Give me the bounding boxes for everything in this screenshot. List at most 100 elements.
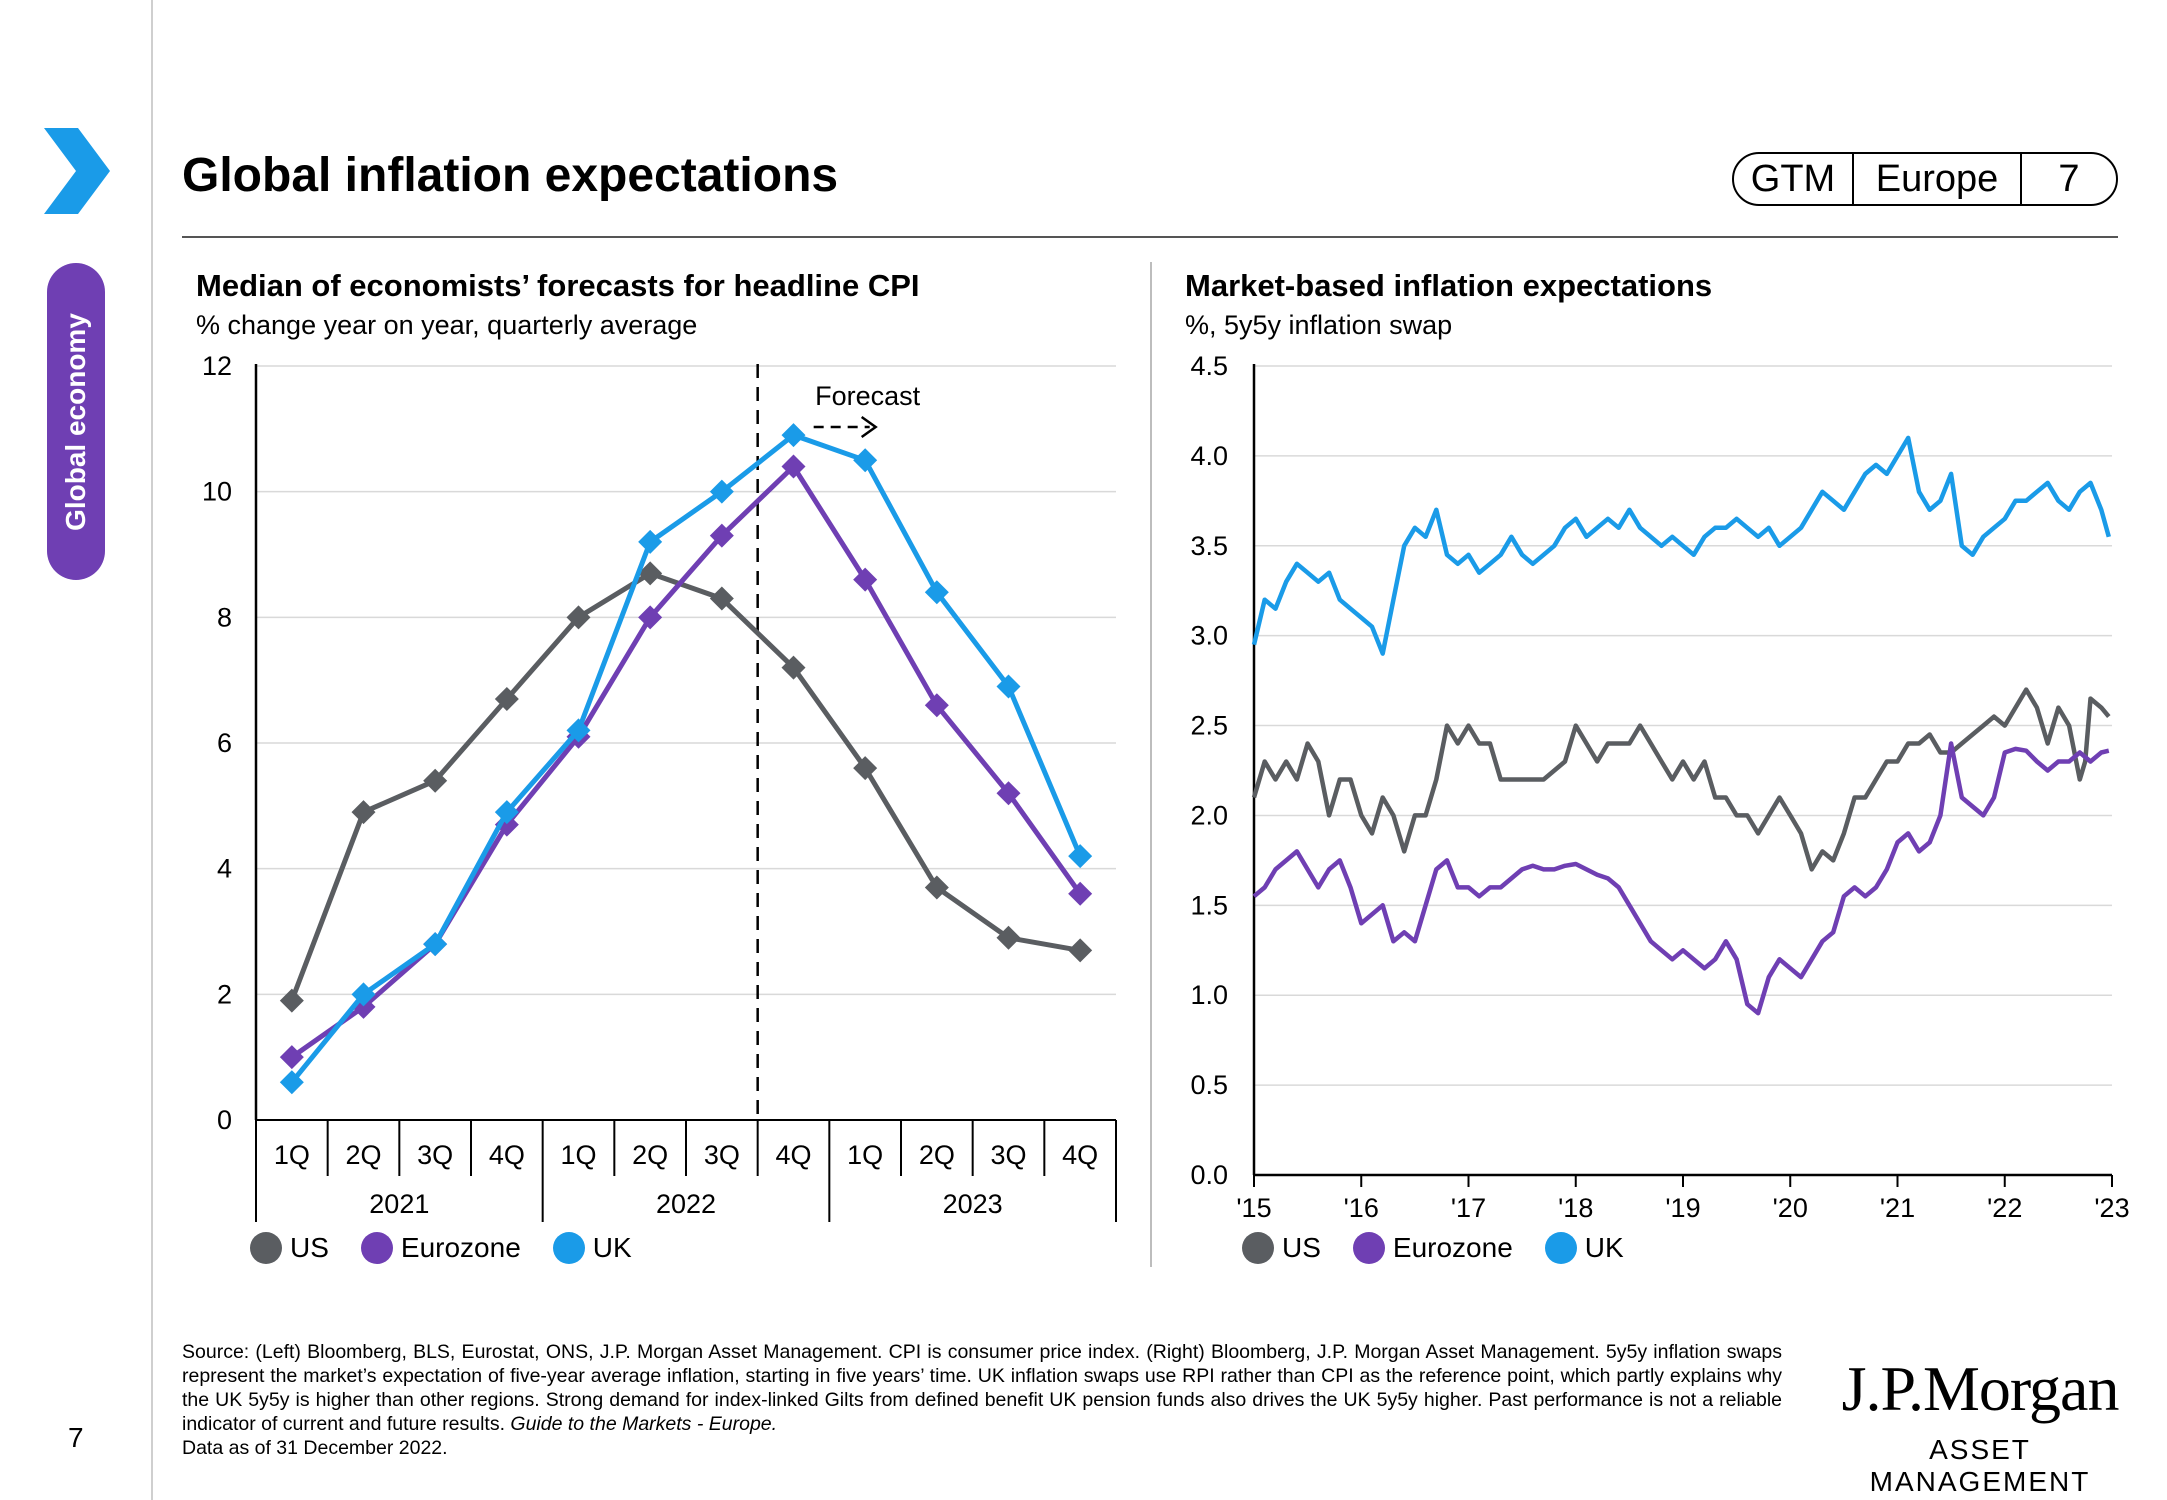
left-data-point-uk	[494, 800, 519, 825]
left-y-tick-label: 2	[217, 979, 232, 1009]
right-y-tick-label: 2.5	[1190, 711, 1228, 741]
right-y-tick-label: 4.0	[1190, 441, 1228, 471]
left-chart-title: Median of economists’ forecasts for head…	[196, 268, 920, 303]
left-data-point-eurozone	[924, 693, 949, 718]
forecast-label: Forecast	[815, 381, 921, 411]
left-chart-subtitle: % change year on year, quarterly average	[196, 310, 698, 340]
brand-name: J.P.Morgan	[1841, 1353, 2120, 1424]
left-data-point-us	[709, 586, 734, 611]
left-y-tick-label: 8	[217, 602, 232, 632]
right-x-tick-label: '20	[1773, 1193, 1808, 1223]
left-data-point-us	[996, 925, 1021, 950]
legend-eurozone-marker	[360, 1232, 393, 1264]
page-title: Global inflation expectations	[182, 149, 839, 202]
legend-us-marker	[1242, 1232, 1274, 1264]
source-note: Source: (Left) Bloomberg, BLS, Eurostat,…	[182, 1340, 1782, 1460]
left-x-tick-label: 1Q	[560, 1140, 596, 1170]
legend-uk-marker	[1544, 1232, 1577, 1264]
left-year-label: 2022	[656, 1189, 716, 1219]
left-data-point-us	[279, 988, 304, 1013]
left-y-tick-label: 12	[202, 351, 232, 381]
left-data-point-us	[423, 768, 448, 793]
left-data-point-us	[638, 561, 663, 586]
left-data-point-uk	[351, 982, 376, 1007]
chart-divider	[1150, 262, 1152, 1267]
chevron-right-icon	[44, 128, 110, 214]
legend-us-label: US	[290, 1232, 329, 1263]
source-date: Data as of 31 December 2022.	[182, 1437, 448, 1459]
left-data-point-eurozone	[709, 523, 734, 548]
left-y-tick-label: 0	[217, 1105, 232, 1135]
right-x-tick-label: '17	[1451, 1193, 1486, 1223]
right-x-tick-label: '16	[1344, 1193, 1379, 1223]
left-data-point-uk	[709, 479, 734, 504]
left-year-label: 2021	[369, 1189, 429, 1219]
right-series-line-us	[1251, 687, 2111, 872]
right-y-tick-label: 3.0	[1190, 621, 1228, 651]
left-data-point-us	[853, 756, 878, 781]
left-x-tick-label: 3Q	[990, 1140, 1026, 1170]
left-data-point-eurozone	[781, 454, 806, 479]
left-data-point-eurozone	[638, 605, 663, 630]
left-data-point-uk	[781, 423, 806, 448]
left-data-point-us	[494, 687, 519, 712]
left-data-point-eurozone	[279, 1045, 304, 1070]
tag-gtm: GTM	[1734, 154, 1854, 204]
right-chart-subtitle: %, 5y5y inflation swap	[1185, 310, 1453, 340]
left-x-tick-label: 4Q	[489, 1140, 525, 1170]
right-x-tick-label: '22	[1987, 1193, 2022, 1223]
right-x-tick-label: '19	[1665, 1193, 1700, 1223]
right-y-tick-label: 1.0	[1190, 980, 1228, 1010]
side-divider	[151, 0, 153, 1500]
brand-logo: J.P.Morgan ASSET MANAGEMENT	[1832, 1356, 2128, 1498]
tag-page: 7	[2058, 157, 2080, 200]
left-x-tick-label: 4Q	[775, 1140, 811, 1170]
right-y-tick-label: 4.5	[1190, 351, 1228, 381]
left-series-line-eurozone	[290, 464, 1083, 1060]
right-chart-title: Market-based inflation expectations	[1185, 268, 1713, 303]
right-x-tick-label: '15	[1236, 1193, 1271, 1223]
section-tab[interactable]: Global economy	[47, 263, 105, 580]
legend-eurozone-label: Eurozone	[1392, 1232, 1513, 1263]
left-y-tick-label: 6	[217, 728, 232, 758]
title-divider	[182, 236, 2118, 238]
source-guide: Guide to the Markets - Europe.	[510, 1413, 778, 1435]
source-text: Source: (Left) Bloomberg, BLS, Eurostat,…	[182, 1341, 1782, 1435]
right-x-tick-label: '23	[2094, 1193, 2129, 1223]
left-x-tick-label: 3Q	[704, 1140, 740, 1170]
left-data-point-us	[1068, 938, 1093, 963]
left-data-point-us	[781, 655, 806, 680]
left-data-point-us	[924, 875, 949, 900]
left-data-point-us	[351, 800, 376, 825]
left-x-tick-label: 1Q	[274, 1140, 310, 1170]
left-year-label: 2023	[943, 1189, 1003, 1219]
left-x-tick-label: 4Q	[1062, 1140, 1098, 1170]
left-data-point-uk	[996, 674, 1021, 699]
left-x-tick-label: 3Q	[417, 1140, 453, 1170]
left-data-point-us	[566, 605, 591, 630]
brand-subtitle: ASSET MANAGEMENT	[1869, 1434, 2091, 1497]
legend-us-marker	[250, 1232, 282, 1264]
right-series-line-eurozone	[1252, 741, 2110, 1016]
right-y-tick-label: 0.0	[1190, 1160, 1228, 1190]
left-x-tick-label: 2Q	[345, 1140, 381, 1170]
right-y-tick-label: 1.5	[1190, 890, 1228, 920]
left-data-point-uk	[638, 529, 663, 554]
left-data-point-uk	[924, 580, 949, 605]
legend-us-label: US	[1282, 1232, 1321, 1263]
left-x-tick-label: 1Q	[847, 1140, 883, 1170]
left-data-point-uk	[1068, 844, 1093, 869]
left-data-point-uk	[279, 1070, 304, 1095]
left-y-tick-label: 10	[202, 477, 232, 507]
left-data-point-eurozone	[853, 567, 878, 592]
right-x-tick-label: '18	[1558, 1193, 1593, 1223]
left-x-tick-label: 2Q	[919, 1140, 955, 1170]
left-series-line-us	[289, 570, 1081, 1002]
legend-uk-label: UK	[592, 1232, 632, 1263]
left-x-tick-label: 2Q	[632, 1140, 668, 1170]
right-y-tick-label: 0.5	[1190, 1070, 1228, 1100]
right-y-tick-label: 3.5	[1190, 531, 1228, 561]
right-x-tick-label: '21	[1880, 1193, 1915, 1223]
left-data-point-uk	[423, 932, 448, 957]
